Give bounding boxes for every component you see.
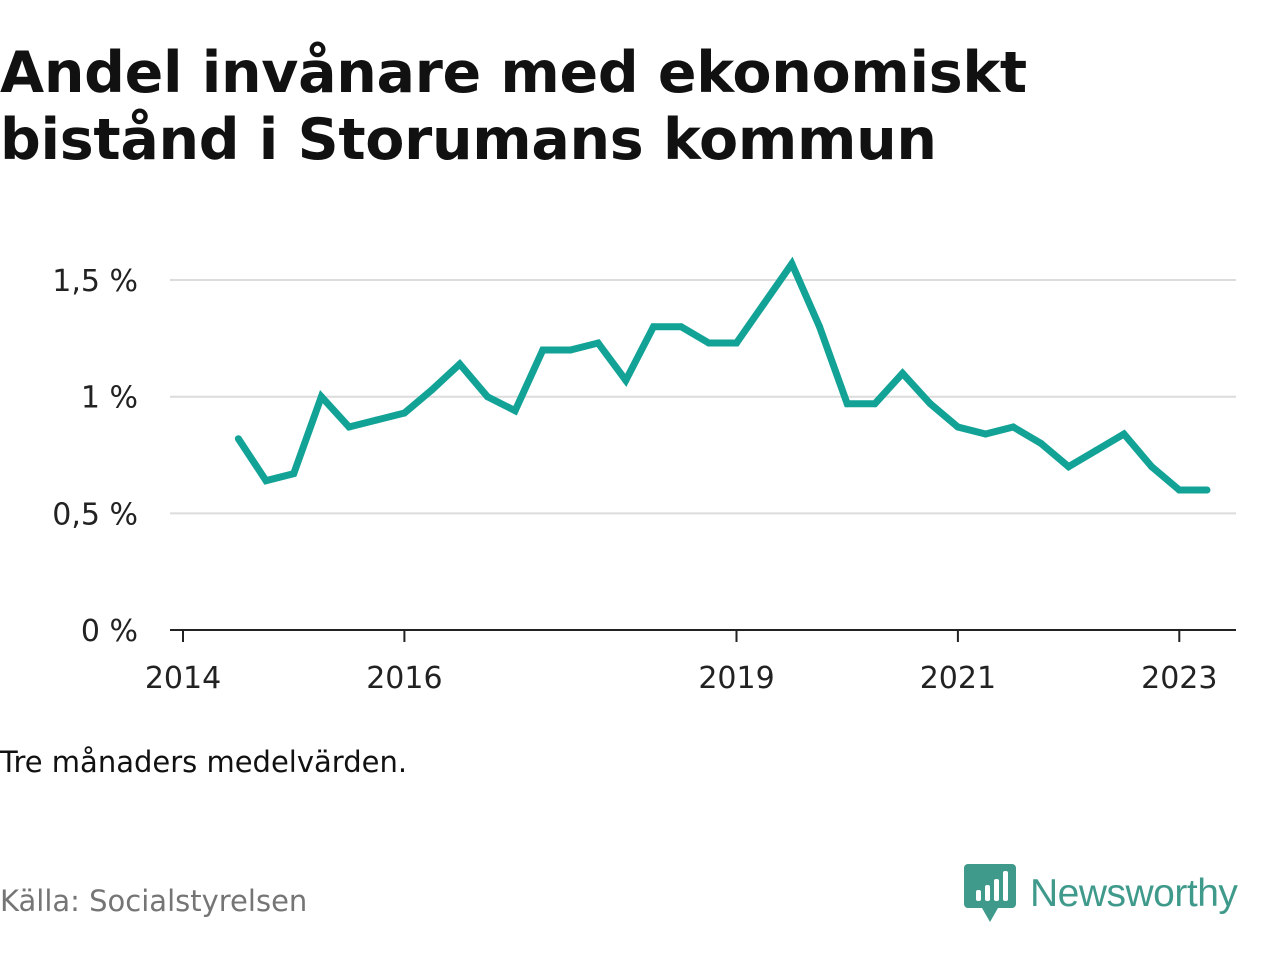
x-tick-label: 2019 <box>698 661 774 696</box>
chart-title-line-1: Andel invånare med ekonomiskt <box>0 40 1027 106</box>
data-point <box>566 346 574 354</box>
data-point <box>373 416 381 424</box>
x-tick-label: 2016 <box>366 661 442 696</box>
data-point <box>677 323 685 331</box>
data-point <box>760 299 768 307</box>
data-point <box>290 470 298 478</box>
data-point <box>345 423 353 431</box>
source-note: Källa: Socialstyrelsen <box>0 884 308 918</box>
data-point <box>871 400 879 408</box>
data-point <box>400 409 408 417</box>
data-point <box>1148 463 1156 471</box>
series-layer <box>234 256 1211 494</box>
data-point <box>539 346 547 354</box>
chart-caption: Tre månaders medelvärden. <box>0 745 408 779</box>
y-tick-label: 0 % <box>81 614 138 649</box>
data-point <box>843 400 851 408</box>
data-point <box>1175 486 1183 494</box>
data-point <box>594 339 602 347</box>
data-point <box>456 360 464 368</box>
data-point <box>1203 486 1211 494</box>
data-point <box>317 393 325 401</box>
chart-title: Andel invånare med ekonomiskt bistånd i … <box>0 40 1270 174</box>
y-tick-label: 0,5 % <box>52 497 138 532</box>
x-axis-tick-labels: 2014 2016 2019 2021 2023 <box>145 661 1218 696</box>
data-point <box>1065 463 1073 471</box>
data-point <box>622 376 630 384</box>
data-point <box>982 430 990 438</box>
data-point <box>649 323 657 331</box>
data-point <box>816 323 824 331</box>
x-tick-label: 2021 <box>920 661 996 696</box>
data-point <box>899 369 907 377</box>
data-point <box>262 477 270 485</box>
data-point <box>1009 423 1017 431</box>
y-tick-label: 1 % <box>81 381 138 416</box>
brand-name: Newsworthy <box>1030 872 1238 915</box>
newsworthy-logo-icon <box>964 864 1016 922</box>
data-point <box>733 339 740 347</box>
x-tick-label: 2014 <box>145 661 221 696</box>
data-point <box>705 339 713 347</box>
series-line <box>235 256 1207 494</box>
data-point <box>954 423 962 431</box>
data-point <box>926 400 934 408</box>
x-tick-label: 2023 <box>1141 661 1217 696</box>
data-point <box>234 435 242 443</box>
data-point <box>1092 446 1100 454</box>
y-axis-tick-labels: 0 % 0,5 % 1 % 1,5 % <box>52 264 138 649</box>
data-point <box>788 260 796 268</box>
data-point <box>428 386 436 394</box>
data-point <box>483 393 491 401</box>
chart-title-line-2: bistånd i Storumans kommun <box>0 107 937 173</box>
gridlines <box>170 279 1236 515</box>
y-tick-label: 1,5 % <box>52 264 138 299</box>
data-point <box>1037 439 1045 447</box>
brand-logo: Newsworthy <box>964 862 1238 926</box>
data-point <box>511 407 519 415</box>
line-chart: 0 % 0,5 % 1 % 1,5 % 2014 2016 2019 2021 2023 <box>52 256 1236 696</box>
x-axis <box>170 629 1236 642</box>
data-point <box>1120 430 1128 438</box>
